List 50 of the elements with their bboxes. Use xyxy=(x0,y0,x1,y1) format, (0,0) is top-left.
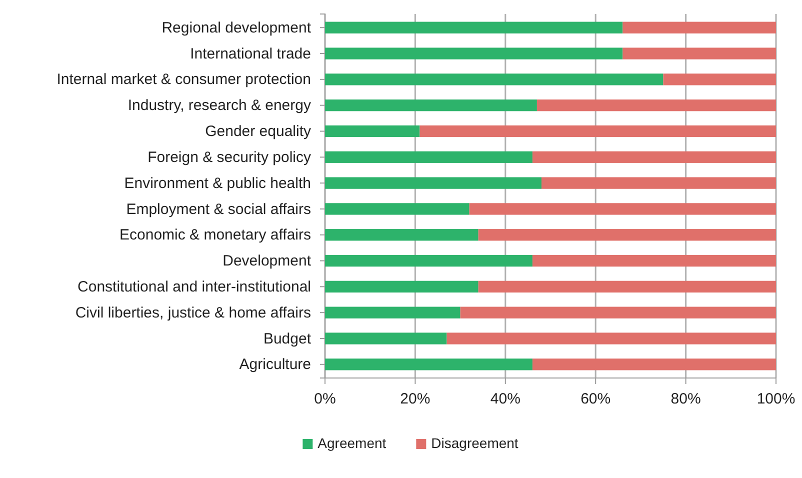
bar xyxy=(325,306,460,318)
bar xyxy=(478,229,776,241)
legend-label: Agreement xyxy=(318,435,386,451)
x-tick-label: 100% xyxy=(756,390,796,408)
x-tick-label: 80% xyxy=(670,390,701,408)
bar xyxy=(420,125,776,138)
bar xyxy=(325,332,447,344)
y-tick-label: Industry, research & energy xyxy=(128,97,312,114)
bar xyxy=(325,22,623,34)
bar xyxy=(325,74,664,86)
y-tick-label: Civil liberties, justice & home affairs xyxy=(75,304,311,322)
bar xyxy=(325,177,542,189)
y-tick-label: Budget xyxy=(263,330,312,348)
bar xyxy=(325,358,532,370)
y-tick-label: Gender equality xyxy=(205,123,312,140)
x-tick-label: 20% xyxy=(400,390,430,408)
x-tick-label: 40% xyxy=(490,390,520,408)
y-tick-label: Employment & social affairs xyxy=(126,200,311,218)
x-tick-label: 0% xyxy=(314,390,336,408)
bar xyxy=(532,151,776,163)
y-tick-label: Foreign & security policy xyxy=(148,148,312,166)
y-tick-label: International trade xyxy=(190,45,311,62)
legend-label: Disagreement xyxy=(431,435,518,451)
y-tick-label: Regional development xyxy=(162,19,312,36)
bar xyxy=(622,22,776,34)
y-tick-label: Environment & public health xyxy=(124,174,311,192)
bar xyxy=(325,280,478,293)
bar xyxy=(663,74,776,86)
bar xyxy=(478,280,776,293)
bar xyxy=(469,203,776,215)
bar xyxy=(325,203,470,215)
y-tick-label: Economic & monetary affairs xyxy=(120,226,311,244)
bar xyxy=(325,125,420,138)
bar xyxy=(460,306,776,318)
bar xyxy=(532,254,776,267)
y-tick-label: Constitutional and inter-institutional xyxy=(78,278,311,296)
y-tick-label: Internal market & consumer protection xyxy=(56,71,311,88)
bar xyxy=(446,332,776,344)
bar xyxy=(541,177,776,189)
bar xyxy=(325,99,537,112)
x-tick-label: 60% xyxy=(580,390,611,408)
bar xyxy=(325,151,532,163)
bar xyxy=(325,254,532,267)
bar xyxy=(325,229,478,241)
bar xyxy=(532,358,776,370)
bar xyxy=(325,48,623,60)
y-tick-label: Agriculture xyxy=(239,356,311,374)
bar xyxy=(622,48,776,60)
bar xyxy=(536,99,776,112)
y-tick-label: Development xyxy=(222,252,312,270)
